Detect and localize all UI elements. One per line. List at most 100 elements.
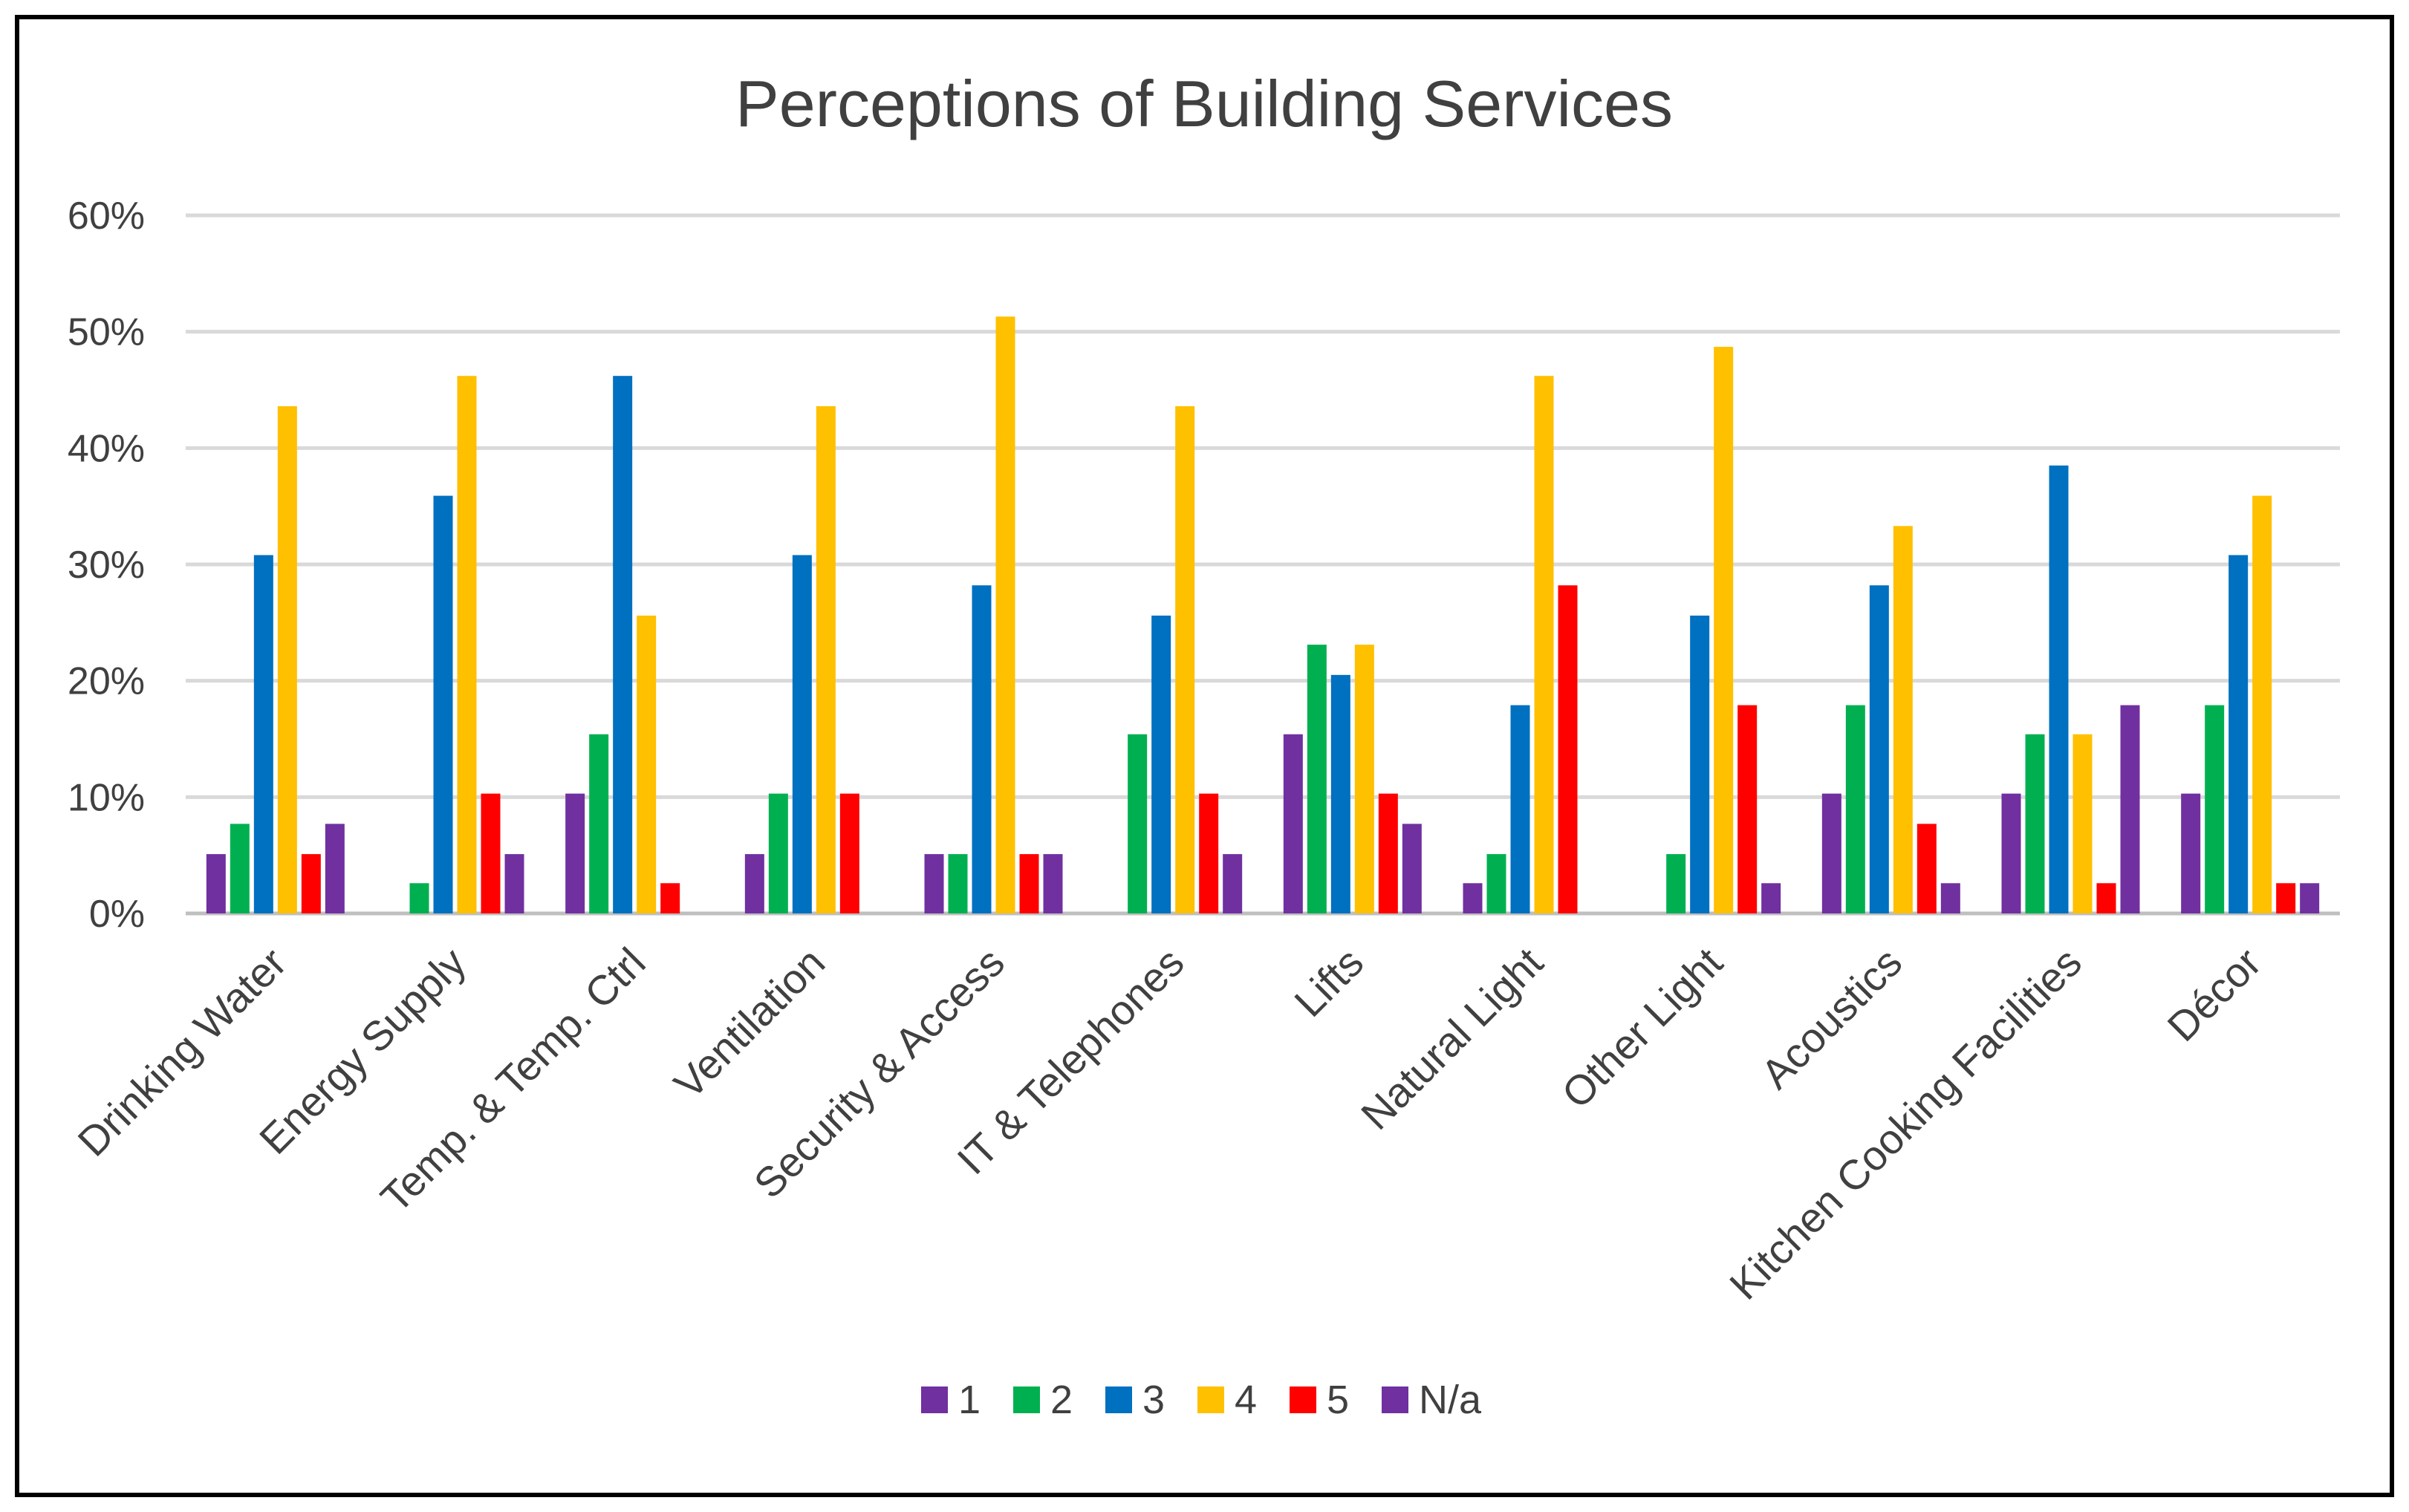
y-tick-label: 20%	[68, 660, 145, 703]
bar-6-series-3	[1151, 615, 1171, 913]
bar-6-series-6	[1223, 854, 1243, 913]
bar-7-series-1	[1283, 734, 1303, 913]
chart-frame	[15, 15, 2394, 1497]
bar-11-series-4	[2072, 734, 2093, 913]
bar-1-series-3	[253, 555, 273, 913]
bar-12-series-3	[2228, 555, 2249, 913]
bar-8-series-3	[1510, 705, 1530, 913]
bar-9-series-3	[1690, 615, 1710, 913]
y-tick-label: 10%	[68, 776, 145, 819]
bar-2-series-2	[409, 883, 429, 913]
bar-10-series-5	[1917, 824, 1937, 913]
y-tick-label: 60%	[68, 195, 145, 238]
x-tick-label: Acoustics	[1752, 939, 1911, 1098]
bar-5-series-5	[1019, 854, 1039, 913]
bar-9-series-5	[1737, 705, 1758, 913]
bar-8-series-5	[1558, 585, 1578, 913]
bar-6-series-2	[1128, 734, 1148, 913]
bar-1-series-2	[230, 824, 250, 913]
bar-8-series-1	[1463, 883, 1483, 913]
bar-2-series-4	[457, 376, 477, 913]
legend-swatch	[921, 1386, 948, 1413]
bar-5-series-4	[995, 316, 1015, 913]
bar-1-series-1	[206, 854, 226, 913]
bar-12-series-2	[2205, 705, 2225, 913]
chart-title: Perceptions of Building Services	[735, 67, 1673, 140]
y-tick-label: 30%	[68, 544, 145, 587]
bar-4-series-4	[816, 405, 836, 913]
legend-label: 4	[1235, 1378, 1257, 1422]
bar-11-series-5	[2096, 883, 2116, 913]
legend-label: N/a	[1419, 1378, 1482, 1422]
bar-7-series-4	[1354, 645, 1374, 913]
bar-9-series-2	[1666, 854, 1686, 913]
bar-5-series-1	[924, 854, 944, 913]
legend-swatch	[1290, 1386, 1316, 1413]
x-tick-label: Kitchen Cooking Facilities	[1720, 939, 2090, 1309]
bar-12-series-5	[2276, 883, 2296, 913]
y-tick-label: 50%	[68, 311, 145, 354]
x-tick-label: Other Light	[1553, 939, 1732, 1118]
legend-swatch	[1382, 1386, 1408, 1413]
bar-11-series-3	[2049, 465, 2069, 913]
bar-7-series-5	[1378, 793, 1398, 913]
legend-swatch	[1197, 1386, 1224, 1413]
bar-6-series-4	[1175, 405, 1195, 913]
bar-5-series-3	[972, 585, 992, 913]
bar-9-series-4	[1714, 347, 1734, 913]
y-tick-label: 40%	[68, 427, 145, 470]
x-tick-label: Natural Light	[1352, 939, 1552, 1138]
bar-6-series-5	[1199, 793, 1219, 913]
bar-3-series-1	[565, 793, 585, 913]
x-tick-label: Lifts	[1285, 939, 1372, 1026]
legend-label: 2	[1050, 1378, 1073, 1422]
bar-3-series-3	[613, 376, 633, 913]
legend: 1 2 3 4 5 N/a	[921, 1378, 1482, 1422]
bar-1-series-6	[325, 824, 345, 913]
legend-label: 3	[1142, 1378, 1165, 1422]
bar-2-series-6	[504, 854, 524, 913]
bar-3-series-2	[589, 734, 609, 913]
gridlines	[186, 213, 2340, 916]
bar-1-series-4	[277, 405, 297, 913]
bar-2-series-5	[481, 793, 501, 913]
bar-3-series-4	[637, 615, 657, 913]
bar-10-series-4	[1893, 526, 1913, 913]
bar-11-series-1	[2001, 793, 2021, 913]
bar-4-series-5	[839, 793, 859, 913]
bar-10-series-1	[1821, 793, 1841, 913]
bar-8-series-4	[1534, 376, 1554, 913]
bar-10-series-6	[1940, 883, 1960, 913]
bar-12-series-1	[2181, 793, 2201, 913]
bar-10-series-3	[1869, 585, 1889, 913]
legend-label: 5	[1327, 1378, 1349, 1422]
bar-4-series-3	[792, 555, 812, 913]
bar-8-series-2	[1486, 854, 1506, 913]
bar-7-series-3	[1330, 674, 1350, 913]
legend-swatch	[1105, 1386, 1132, 1413]
bar-4-series-2	[768, 793, 788, 913]
bars	[206, 316, 2320, 913]
bar-1-series-5	[301, 854, 321, 913]
x-tick-label: Décor	[2158, 939, 2269, 1050]
bar-4-series-1	[744, 854, 764, 913]
bar-12-series-6	[2300, 883, 2320, 913]
bar-3-series-5	[660, 883, 680, 913]
y-tick-label: 0%	[89, 893, 145, 936]
bar-9-series-6	[1761, 883, 1781, 913]
y-axis: 0% 10% 20% 30% 40% 50% 60%	[68, 195, 145, 936]
bar-10-series-2	[1845, 705, 1865, 913]
legend-swatch	[1013, 1386, 1040, 1413]
bar-12-series-4	[2252, 495, 2272, 913]
legend-label: 1	[958, 1378, 981, 1422]
bar-11-series-2	[2025, 734, 2045, 913]
bar-11-series-6	[2120, 705, 2140, 913]
bar-5-series-6	[1043, 854, 1063, 913]
bar-5-series-2	[948, 854, 968, 913]
x-tick-label: Ventilation	[665, 939, 833, 1107]
bar-2-series-3	[433, 495, 453, 913]
bar-7-series-2	[1307, 645, 1327, 913]
bar-7-series-6	[1402, 824, 1422, 913]
